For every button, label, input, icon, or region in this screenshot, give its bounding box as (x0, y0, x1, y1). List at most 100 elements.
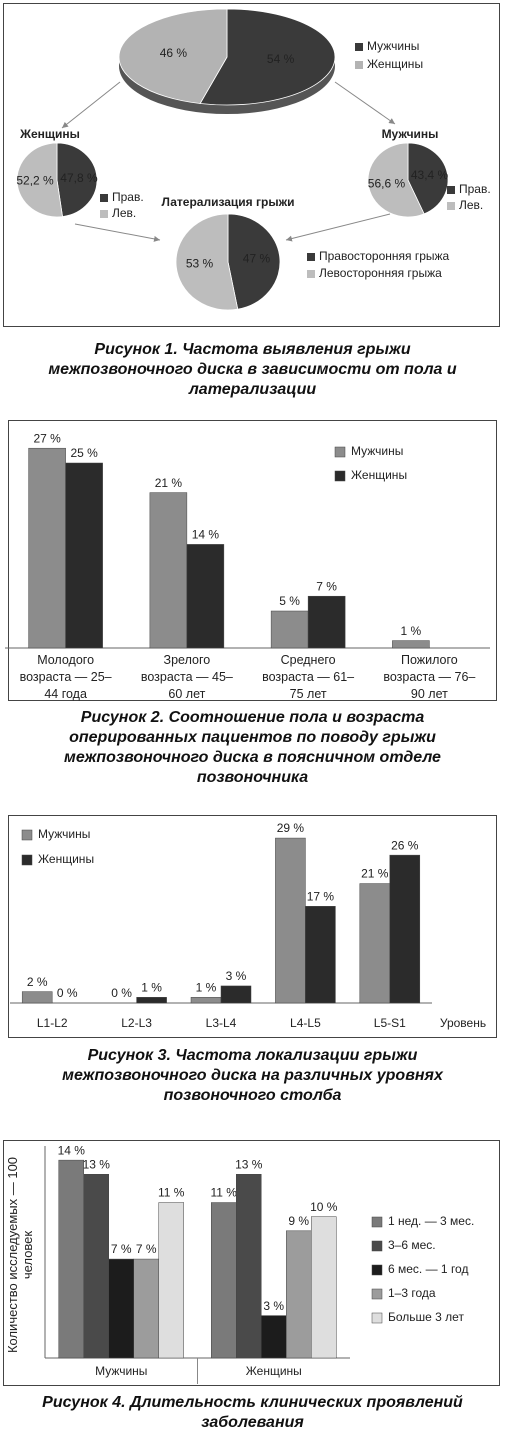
frame (3, 3, 500, 327)
data-label: 14 % (58, 1143, 86, 1157)
legend-swatch (100, 210, 108, 218)
data-label: 1 % (401, 624, 422, 638)
bar (149, 492, 188, 649)
legend-label: Женщины (38, 852, 94, 866)
data-label: 1 % (141, 980, 162, 994)
pie-slice (118, 8, 228, 104)
data-label: 0 % (57, 986, 78, 1000)
x-tick-label: Среднего возраста — 61–75 лет (262, 653, 355, 701)
legend-swatch (334, 470, 346, 482)
legend-label: Женщины (367, 57, 423, 71)
bar (133, 1258, 159, 1359)
data-label: 2 % (27, 975, 48, 989)
data-label: 3 % (226, 969, 247, 983)
legend-swatch (371, 1312, 383, 1324)
bar (307, 595, 346, 649)
data-label: 7 % (316, 579, 337, 593)
data-label: 47,8 % (60, 171, 98, 185)
data-label: 7 % (111, 1242, 132, 1256)
pie-slice (199, 8, 336, 106)
bar (158, 1202, 184, 1359)
legend-label: 3–6 мес. (388, 1238, 436, 1252)
pie-slice (367, 142, 425, 218)
frame (8, 815, 497, 1038)
x-tick-label: L1-L2 (37, 1016, 68, 1030)
bar (190, 997, 222, 1004)
bar (389, 854, 421, 1004)
bar (136, 997, 167, 1004)
data-label: 54 % (267, 52, 295, 66)
y-axis-label: Количество исследуемых — 100 человек (5, 1156, 35, 1354)
x-tick-label: Молодого возраста — 25–44 года (19, 653, 112, 701)
legend-swatch (371, 1216, 383, 1228)
legend-label: Прав. (112, 190, 144, 204)
data-label: 5 % (279, 594, 300, 608)
frame (3, 1140, 500, 1386)
data-label: 11 % (211, 1186, 238, 1200)
legend-label: 6 мес. — 1 год (388, 1262, 468, 1276)
x-axis-label: Уровень (440, 1016, 486, 1030)
legend-swatch (447, 202, 455, 210)
legend-label: Мужчины (351, 444, 403, 458)
data-label: 47 % (243, 252, 271, 266)
pie-slice (56, 142, 98, 218)
pie-slice (407, 142, 449, 215)
legend-swatch (371, 1264, 383, 1276)
pie-title: Мужчины (382, 127, 439, 141)
data-label: 46 % (160, 46, 188, 60)
pie-slice (16, 142, 63, 218)
bar (108, 1258, 134, 1359)
pie-title: Латерализация грыжи (162, 195, 295, 209)
bar (311, 1216, 337, 1359)
x-tick-label: L5-S1 (374, 1016, 406, 1030)
data-label: 11 % (158, 1186, 185, 1200)
legend-swatch (371, 1288, 383, 1300)
bar (58, 1159, 84, 1359)
data-label: 56,6 % (368, 176, 406, 190)
x-tick-label: L3-L4 (206, 1016, 237, 1030)
bar (83, 1174, 109, 1359)
data-label: 13 % (83, 1157, 111, 1171)
pie-title: Женщины (19, 127, 80, 141)
data-label: 13 % (235, 1157, 263, 1171)
bar (275, 837, 306, 1004)
x-tick-label: Женщины (246, 1364, 302, 1378)
data-label: 43,4 % (411, 168, 449, 182)
data-label: 25 % (70, 446, 98, 460)
bar (236, 1174, 262, 1359)
x-tick-label: L2-L3 (121, 1016, 152, 1030)
frame (8, 420, 497, 701)
legend-swatch (21, 854, 33, 866)
legend-label: Прав. (459, 182, 491, 196)
legend-swatch (355, 61, 363, 69)
data-label: 52,2 % (16, 174, 54, 188)
legend-swatch (371, 1240, 383, 1252)
data-label: 21 % (361, 867, 389, 881)
data-label: 10 % (310, 1200, 338, 1214)
figure-caption: Рисунок 3. Частота локализации грыжи меж… (62, 1047, 443, 1104)
figure-caption: Рисунок 2. Соотношение пола и возраста о… (64, 709, 441, 786)
legend-swatch (307, 270, 315, 278)
x-tick-label: Зрелого возраста — 45–60 лет (140, 653, 233, 701)
bar (270, 610, 309, 649)
data-label: 21 % (155, 476, 183, 490)
data-label: 1 % (196, 980, 217, 994)
legend-label: Мужчины (38, 827, 90, 841)
bar (286, 1230, 312, 1359)
data-label: 3 % (263, 1299, 284, 1313)
legend-swatch (307, 253, 315, 261)
data-label: 53 % (186, 257, 214, 271)
pie-slice (227, 213, 281, 310)
legend-swatch (100, 194, 108, 202)
legend-label: Мужчины (367, 39, 419, 53)
data-label: 7 % (136, 1242, 157, 1256)
data-label: 14 % (192, 528, 220, 542)
bar (65, 462, 103, 649)
bar (359, 883, 391, 1004)
legend-swatch (355, 43, 363, 51)
data-label: 27 % (33, 431, 61, 445)
data-label: 17 % (307, 889, 335, 903)
figure-caption: Рисунок 1. Частота выявления грыжи межпо… (48, 341, 457, 398)
